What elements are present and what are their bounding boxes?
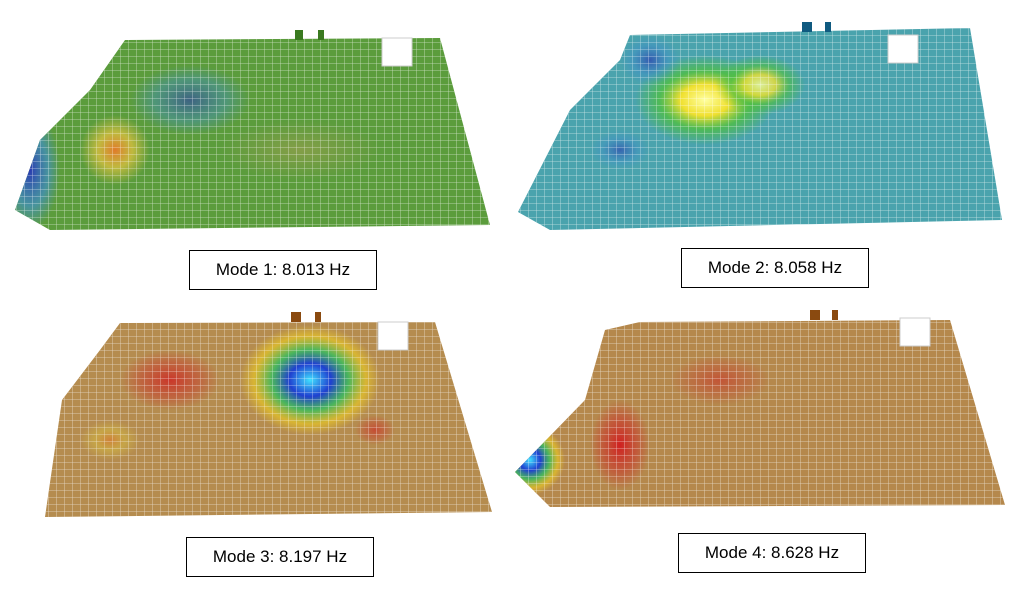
mode-2-render	[518, 28, 1002, 230]
mode-3-render	[45, 322, 492, 517]
mode-1-render	[15, 38, 490, 230]
caption: Mode 4: 8.628 Hz	[678, 533, 866, 573]
caption: Mode 2: 8.058 Hz	[681, 248, 869, 288]
caption: Mode 3: 8.197 Hz	[186, 537, 374, 577]
mode-4-render	[515, 320, 1005, 507]
caption: Mode 1: 8.013 Hz	[189, 250, 377, 290]
